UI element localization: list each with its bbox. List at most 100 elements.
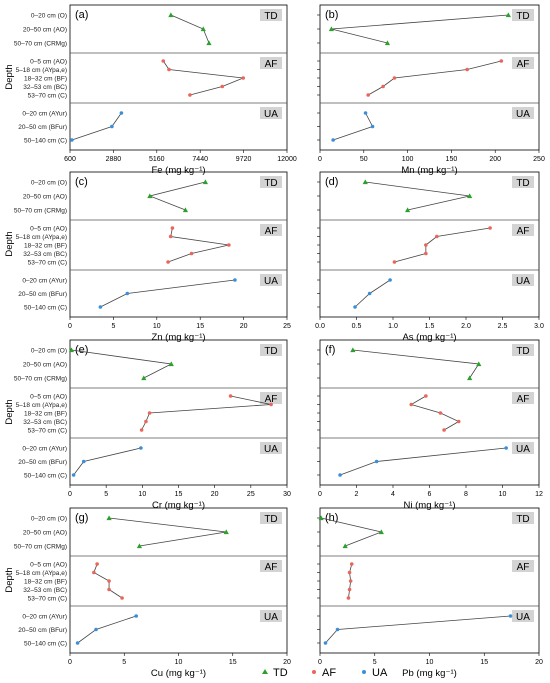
- data-point-UA: [374, 459, 379, 464]
- band-tag-bg: [260, 274, 282, 286]
- depth-label: 0–20 cm (AYur): [22, 614, 67, 621]
- x-tick-label: 10: [426, 659, 434, 666]
- x-tick-label: 250: [533, 156, 545, 163]
- x-axis-label: Cr (mg kg⁻¹): [152, 500, 205, 511]
- data-point-TD: [350, 347, 356, 353]
- x-tick-label: 5: [111, 323, 115, 330]
- depth-label: 50–140 cm (C): [24, 641, 67, 648]
- data-point-AF: [92, 570, 96, 575]
- x-tick-label: 25: [247, 491, 255, 498]
- data-point-UA: [335, 627, 340, 632]
- band-tag-bg: [260, 392, 282, 404]
- panel-e: (e) TD 0–20 cm (O) 20–50 cm (AO) 50–70 cm (C…: [4, 339, 291, 511]
- panel-frame: [319, 4, 540, 151]
- data-point-UA: [363, 111, 368, 115]
- data-point-UA: [233, 278, 237, 282]
- depth-label: 5–18 cm (AYpa,e): [16, 234, 67, 241]
- data-point-UA: [81, 459, 86, 464]
- data-point-AF: [220, 84, 225, 89]
- band-tag-bg: [512, 442, 534, 454]
- x-tick-label: 5: [122, 659, 126, 666]
- depth-label: 50–70 cm (CRMg): [14, 208, 67, 215]
- data-point-TD: [318, 515, 324, 521]
- x-tick-label: 10: [175, 659, 183, 666]
- depth-label: 50–140 cm (C): [24, 473, 67, 480]
- panel-frame: [69, 507, 288, 654]
- data-point-TD: [505, 12, 511, 18]
- x-tick-label: 0: [318, 491, 322, 498]
- band-tag-bg: [512, 224, 534, 236]
- depth-label: 50–140 cm (C): [24, 138, 67, 145]
- data-point-UA: [110, 124, 114, 129]
- x-tick-label: 30: [283, 491, 291, 498]
- band-tag-AF: AF: [517, 394, 530, 405]
- depth-label: 0–5 cm (AO): [30, 226, 67, 233]
- x-tick-label: 5160: [149, 156, 165, 163]
- data-point-AF: [424, 394, 428, 398]
- depth-label: 0–20 cm (AYur): [22, 111, 67, 118]
- band-tag-TD: TD: [264, 178, 277, 189]
- x-axis-label: Cu (mg kg⁻¹): [151, 668, 206, 679]
- band-tag-AF: AF: [517, 59, 530, 70]
- depth-label: 0–5 cm (AO): [30, 562, 67, 569]
- data-point-UA: [125, 291, 130, 296]
- series-line-UA: [77, 615, 137, 644]
- panel-label: (h): [325, 512, 338, 524]
- x-tick-label: 6: [428, 491, 432, 498]
- band-tag-AF: AF: [265, 226, 278, 237]
- series-line-AF: [162, 60, 244, 96]
- data-point-AF: [241, 76, 246, 80]
- data-point-AF: [228, 394, 233, 398]
- data-point-AF: [392, 260, 397, 264]
- data-point-TD: [328, 26, 334, 32]
- x-tick-label: 7440: [192, 156, 208, 163]
- band-tag-AF: AF: [265, 562, 278, 573]
- band-tag-TD: TD: [264, 11, 277, 22]
- data-point-AF: [424, 251, 428, 256]
- data-point-AF: [147, 411, 152, 415]
- x-axis-label: Ni (mg kg⁻¹): [404, 500, 456, 511]
- band-tag-UA: UA: [264, 276, 278, 287]
- data-point-AF: [107, 587, 111, 592]
- data-point-AF: [168, 234, 173, 239]
- data-point-AF: [499, 59, 504, 63]
- depth-label: 18–32 cm (BF): [24, 411, 67, 418]
- x-tick-label: 25: [283, 323, 291, 330]
- data-point-AF: [348, 579, 353, 583]
- band-tag-bg: [512, 392, 534, 404]
- x-tick-label: 20: [535, 659, 543, 666]
- legend-label-TD: TD: [273, 667, 288, 679]
- panel-label: (b): [325, 9, 338, 21]
- band-tag-UA: UA: [516, 276, 530, 287]
- band-tag-UA: UA: [516, 444, 530, 455]
- data-point-TD: [202, 179, 209, 185]
- depth-label: 32–53 cm (BC): [23, 251, 67, 258]
- depth-label: 0–20 cm (O): [31, 348, 67, 355]
- depth-axis-label: Depth: [4, 64, 15, 89]
- data-point-TD: [467, 193, 473, 199]
- data-point-UA: [338, 473, 342, 477]
- data-point-TD: [168, 361, 174, 367]
- legend-label-UA: UA: [372, 667, 388, 679]
- x-tick-label: 0: [318, 659, 322, 666]
- depth-label: 53–70 cm (C): [28, 260, 67, 267]
- data-point-AF: [188, 93, 192, 97]
- x-tick-label: 2.5: [498, 323, 508, 330]
- depth-label: 0–20 cm (AYur): [22, 446, 67, 453]
- x-axis-label: Pb (mg kg⁻¹): [402, 668, 457, 679]
- series-line-TD: [148, 181, 206, 211]
- data-point-TD: [68, 347, 75, 353]
- depth-label: 20–50 cm (AO): [23, 362, 67, 369]
- band-tag-bg: [512, 57, 534, 69]
- legend: TD AF UA: [262, 667, 388, 679]
- depth-label: 50–70 cm (CRMg): [14, 544, 67, 551]
- panel-frame: [319, 339, 540, 486]
- band-tag-bg: [260, 176, 282, 188]
- band-tag-TD: TD: [264, 346, 277, 357]
- panel-label: (f): [325, 344, 335, 356]
- data-point-AF: [269, 402, 273, 407]
- x-tick-label: 12: [535, 491, 543, 498]
- series-line-TD: [352, 349, 480, 379]
- data-point-TD: [182, 207, 189, 213]
- data-point-AF: [144, 419, 148, 424]
